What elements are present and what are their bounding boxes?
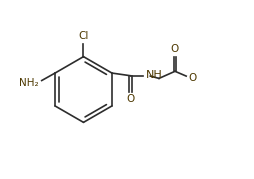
Text: O: O [188, 73, 197, 83]
Text: Cl: Cl [78, 31, 89, 41]
Text: O: O [171, 44, 179, 54]
Text: NH₂: NH₂ [19, 78, 38, 88]
Text: O: O [126, 94, 135, 104]
Text: NH: NH [146, 70, 163, 80]
